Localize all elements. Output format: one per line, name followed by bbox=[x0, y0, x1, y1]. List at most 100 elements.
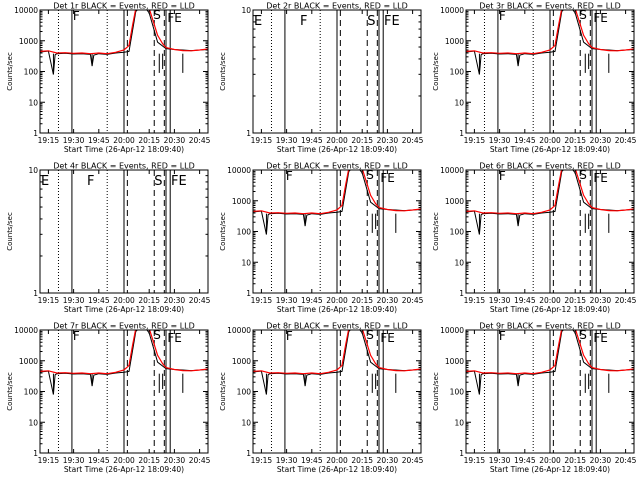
y-tick-label: 100 bbox=[24, 388, 39, 397]
x-tick-label: 19:15 bbox=[464, 296, 486, 305]
x-tick-label: 19:45 bbox=[514, 456, 536, 465]
x-tick-label: 20:30 bbox=[590, 296, 612, 305]
y-tick-label: 100 bbox=[237, 228, 252, 237]
series-lld-line bbox=[253, 170, 421, 215]
series-group bbox=[40, 330, 208, 395]
y-tick-label: 10 bbox=[28, 98, 38, 107]
y-tick-label: 10 bbox=[241, 258, 251, 267]
series-events-line bbox=[466, 330, 634, 395]
x-tick-label: 20:45 bbox=[189, 136, 211, 145]
y-axis-label: Counts/sec bbox=[219, 372, 227, 411]
annotation-letter: F bbox=[499, 169, 506, 183]
panel-title: Det 6r BLACK = Events, RED = LLD bbox=[479, 162, 621, 171]
x-tick-label: 20:00 bbox=[539, 456, 561, 465]
annotation-letter: F bbox=[499, 9, 506, 23]
x-tick-label: 20:15 bbox=[564, 296, 586, 305]
x-tick-label: 19:15 bbox=[251, 136, 273, 145]
annotation-letter: E bbox=[41, 174, 49, 189]
x-tick-label: 20:45 bbox=[189, 296, 211, 305]
x-tick-label: 20:15 bbox=[138, 136, 160, 145]
y-tick-label: 1000 bbox=[445, 357, 464, 366]
annotation-letter: S bbox=[579, 328, 587, 342]
x-tick-label: 20:00 bbox=[113, 296, 135, 305]
annotation-letter: S bbox=[579, 8, 587, 22]
x-tick-label: 20:30 bbox=[590, 456, 612, 465]
x-tick-label: 19:30 bbox=[489, 456, 511, 465]
y-tick-label: 10 bbox=[454, 98, 464, 107]
y-axis-label: Counts/sec bbox=[432, 52, 440, 91]
x-axis-label: Start Time (26-Apr-12 18:09:40) bbox=[64, 145, 184, 154]
x-tick-label: 20:15 bbox=[351, 136, 373, 145]
x-tick-label: 20:15 bbox=[564, 456, 586, 465]
panel-title: Det 1r BLACK = Events, RED = LLD bbox=[53, 2, 195, 11]
panel-title: Det 9r BLACK = Events, RED = LLD bbox=[479, 322, 621, 331]
x-tick-label: 20:15 bbox=[351, 456, 373, 465]
x-tick-label: 19:45 bbox=[88, 456, 110, 465]
series-group bbox=[466, 170, 634, 235]
y-tick-label: 1 bbox=[246, 129, 251, 138]
y-tick-label: 100 bbox=[24, 68, 39, 77]
series-group bbox=[40, 10, 208, 75]
x-tick-label: 20:45 bbox=[615, 296, 637, 305]
y-axis-label: Counts/sec bbox=[219, 52, 227, 91]
x-tick-label: 20:30 bbox=[164, 456, 186, 465]
panel-title: Det 7r BLACK = Events, RED = LLD bbox=[53, 322, 195, 331]
x-tick-label: 19:45 bbox=[514, 136, 536, 145]
y-tick-label: 100 bbox=[450, 388, 465, 397]
annotation-letter: FE bbox=[167, 11, 181, 25]
y-tick-label: 1 bbox=[33, 129, 38, 138]
x-tick-label: 19:30 bbox=[63, 296, 85, 305]
x-axis-label: Start Time (26-Apr-12 18:09:40) bbox=[277, 145, 397, 154]
x-tick-label: 19:45 bbox=[301, 136, 323, 145]
x-tick-label: 19:45 bbox=[88, 296, 110, 305]
series-group bbox=[253, 330, 421, 395]
panel-title: Det 5r BLACK = Events, RED = LLD bbox=[266, 162, 408, 171]
series-group bbox=[466, 10, 634, 75]
annotation-letter: FE bbox=[384, 14, 400, 29]
series-group bbox=[466, 330, 634, 395]
x-tick-label: 20:00 bbox=[326, 296, 348, 305]
x-tick-label: 20:00 bbox=[113, 136, 135, 145]
series-events-line bbox=[466, 170, 634, 235]
y-tick-label: 1 bbox=[246, 289, 251, 298]
x-tick-label: 19:30 bbox=[489, 296, 511, 305]
annotation-letter: F bbox=[499, 329, 506, 343]
y-tick-label: 1000 bbox=[19, 357, 38, 366]
x-tick-label: 20:00 bbox=[326, 456, 348, 465]
x-tick-label: 20:30 bbox=[164, 296, 186, 305]
annotation-letter: S bbox=[153, 328, 161, 342]
x-tick-label: 19:15 bbox=[464, 456, 486, 465]
x-tick-label: 20:30 bbox=[377, 296, 399, 305]
x-tick-label: 20:00 bbox=[113, 456, 135, 465]
annotation-letter: FE bbox=[167, 331, 181, 345]
y-tick-label: 1000 bbox=[232, 357, 251, 366]
x-tick-label: 20:45 bbox=[189, 456, 211, 465]
series-group bbox=[253, 170, 421, 235]
x-tick-label: 20:30 bbox=[590, 136, 612, 145]
x-tick-label: 20:45 bbox=[615, 456, 637, 465]
x-tick-label: 20:00 bbox=[539, 136, 561, 145]
annotation-letter: F bbox=[73, 9, 80, 23]
y-tick-label: 1000 bbox=[445, 37, 464, 46]
x-tick-label: 19:15 bbox=[464, 136, 486, 145]
y-tick-label: 10000 bbox=[227, 326, 251, 335]
x-tick-label: 19:45 bbox=[514, 296, 536, 305]
x-tick-label: 19:30 bbox=[489, 136, 511, 145]
panel-title: Det 2r BLACK = Events, RED = LLD bbox=[266, 2, 408, 11]
series-lld-line bbox=[253, 330, 421, 375]
series-lld-line bbox=[466, 330, 634, 375]
y-tick-label: 10 bbox=[454, 418, 464, 427]
x-tick-label: 20:45 bbox=[615, 136, 637, 145]
x-tick-label: 19:45 bbox=[301, 456, 323, 465]
annotation-letter: F bbox=[73, 329, 80, 343]
y-tick-label: 100 bbox=[237, 388, 252, 397]
annotation-letter: E bbox=[254, 14, 262, 29]
y-axis-label: Counts/sec bbox=[432, 212, 440, 251]
annotation-letter: F bbox=[286, 169, 293, 183]
x-tick-label: 20:15 bbox=[138, 296, 160, 305]
y-tick-label: 1000 bbox=[232, 197, 251, 206]
